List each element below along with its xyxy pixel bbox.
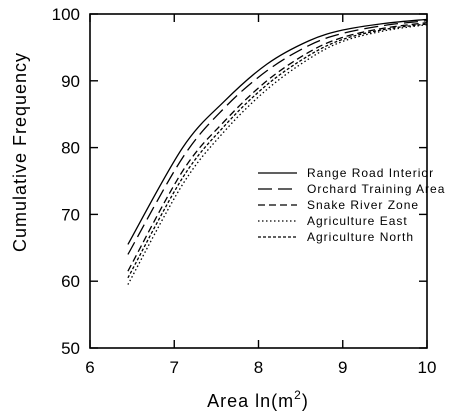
legend-label-1: Range Road Interior (307, 166, 434, 180)
series-line-1 (127, 18, 428, 245)
y-axis-title: Cumulative Frequency (10, 52, 30, 252)
legend-label-2: Orchard Training Area (307, 182, 445, 196)
tick-marks (89, 13, 428, 349)
y-tick-label: 90 (61, 72, 80, 91)
y-tick-label: 70 (61, 205, 80, 224)
x-axis-title: Area ln(m2) (207, 388, 309, 411)
x-tick-label: 7 (170, 358, 179, 377)
plot-frame (89, 13, 428, 349)
y-tick-label: 80 (61, 139, 80, 158)
series-line-3 (127, 22, 428, 272)
legend-label-5: Agriculture North (307, 230, 414, 244)
axes (89, 13, 428, 349)
series-lines (127, 18, 428, 285)
series-line-2 (127, 20, 428, 255)
legend: Range Road Interior Orchard Training Area… (258, 166, 445, 244)
tick-labels: 6 7 8 9 10 50 60 70 80 90 100 (52, 5, 437, 377)
x-tick-label: 9 (338, 358, 347, 377)
y-tick-label: 60 (61, 272, 80, 291)
legend-label-4: Agriculture East (307, 214, 408, 228)
x-tick-label: 8 (254, 358, 263, 377)
y-tick-label: 50 (61, 339, 80, 358)
x-tick-label: 6 (85, 358, 94, 377)
legend-label-3: Snake River Zone (307, 198, 419, 212)
y-tick-label: 100 (52, 5, 80, 24)
x-tick-label: 10 (418, 358, 437, 377)
